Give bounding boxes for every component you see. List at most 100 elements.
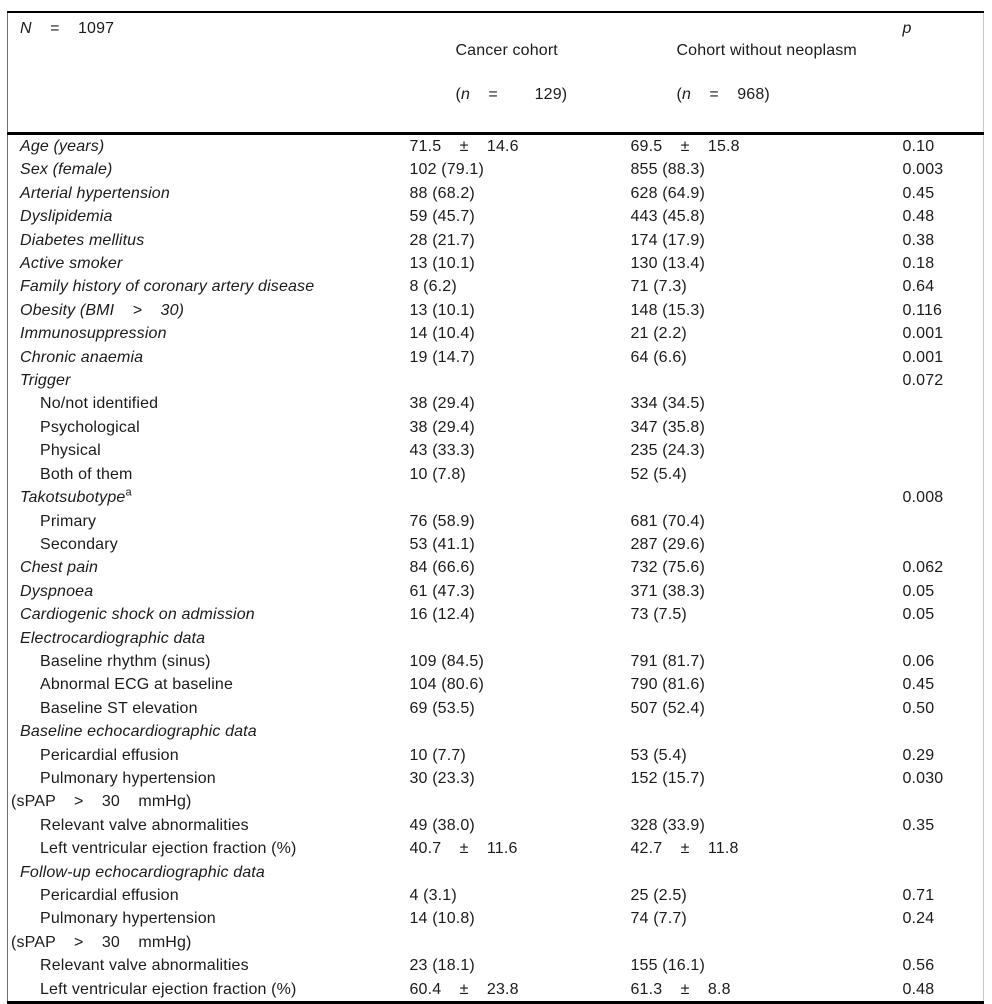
p-value: 0.35	[902, 816, 935, 834]
row-label: Family history of coronary artery diseas…	[20, 278, 315, 296]
cancer-cohort-value: 109 (84.5)	[409, 652, 484, 670]
p-value	[903, 837, 984, 860]
no-neoplasm-cohort-header: Cohort without neoplasm (n = 968)	[630, 12, 903, 135]
table-row: Physical 43 (33.3) 235 (24.3)	[8, 439, 984, 462]
table-row: Left ventricular ejection fraction (%) 40…	[8, 837, 984, 860]
table-row: No/not identified 38 (29.4) 334 (34.5)	[8, 392, 984, 415]
no-neoplasm-value: 69.5 ± 15.8	[630, 138, 740, 155]
no-neoplasm-value: 790 (81.6)	[630, 676, 705, 694]
p-value: 0.05	[902, 606, 935, 624]
no-neoplasm-value: 155 (16.1)	[630, 957, 705, 975]
no-neoplasm-value	[631, 931, 903, 954]
no-neoplasm-title: Cohort without neoplasm	[676, 42, 857, 59]
row-label: Baseline rhythm (sinus)	[40, 652, 211, 670]
cancer-cohort-value: 13 (10.1)	[409, 301, 475, 319]
row-label: Trigger	[20, 372, 71, 390]
p-value: 0.45	[902, 184, 935, 202]
p-value: 0.003	[902, 161, 944, 179]
no-neoplasm-value: 347 (35.8)	[630, 418, 705, 436]
row-label: Left ventricular ejection fraction (%)	[40, 980, 297, 998]
cancer-cohort-value: 71.5 ± 14.6	[409, 138, 519, 155]
p-value: 0.062	[902, 559, 944, 577]
no-neoplasm-value: 64 (6.6)	[630, 348, 687, 366]
p-value: 0.008	[902, 489, 944, 507]
p-value: 0.48	[902, 980, 935, 998]
row-label: Left ventricular ejection fraction (%)	[40, 840, 297, 858]
cancer-cohort-value: 76 (58.9)	[409, 512, 475, 530]
table-row: (sPAP > 30 mmHg)	[8, 790, 984, 813]
table-row: Chest pain 84 (66.6) 732 (75.6) 0.062	[8, 556, 984, 579]
no-neoplasm-value: 443 (45.8)	[630, 208, 705, 226]
n-total-value: = 1097	[31, 20, 115, 37]
table-row: (sPAP > 30 mmHg)	[8, 931, 984, 954]
p-value-header: p	[902, 12, 984, 135]
no-neoplasm-value	[631, 720, 903, 743]
table-row: Immunosuppression 14 (10.4) 21 (2.2) 0.001	[8, 322, 984, 345]
cancer-cohort-value: 102 (79.1)	[409, 161, 484, 179]
table-row: Abnormal ECG at baseline 104 (80.6) 790 (8…	[8, 673, 984, 696]
table-row: Family history of coronary artery diseas…	[8, 275, 984, 298]
no-neoplasm-value: 732 (75.6)	[630, 559, 705, 577]
no-neoplasm-value: 328 (33.9)	[630, 816, 705, 834]
cancer-cohort-value: 4 (3.1)	[409, 887, 457, 904]
cancer-cohort-value: 59 (45.7)	[409, 208, 475, 226]
table-row: Sex (female) 102 (79.1) 855 (88.3) 0.003	[8, 158, 984, 181]
cancer-cohort-value	[410, 486, 631, 509]
table-row: Obesity (BMI > 30) 13 (10.1) 148 (15.3) 0.1…	[8, 299, 984, 322]
no-neoplasm-value: 334 (34.5)	[630, 395, 705, 413]
table-row: Diabetes mellitus 28 (21.7) 174 (17.9) 0.38	[8, 229, 984, 252]
table-row: Secondary 53 (41.1) 287 (29.6)	[8, 533, 984, 556]
row-label: Physical	[40, 442, 101, 460]
cancer-cohort-value: 8 (6.2)	[409, 278, 457, 296]
cancer-cohort-value: 38 (29.4)	[409, 395, 475, 413]
p-value: 0.45	[902, 676, 935, 694]
table-row: Pericardial effusion 10 (7.7) 53 (5.4) 0.29	[8, 744, 984, 767]
no-neoplasm-value: 287 (29.6)	[630, 535, 705, 553]
no-neoplasm-value: 130 (13.4)	[630, 255, 705, 273]
no-neoplasm-value: 148 (15.3)	[630, 301, 705, 319]
table-row: Both of them 10 (7.8) 52 (5.4)	[8, 463, 984, 486]
row-label: Chest pain	[20, 559, 98, 577]
row-label: Pulmonary hypertension	[40, 769, 216, 787]
no-neoplasm-value: 73 (7.5)	[630, 606, 687, 624]
table-row: Electrocardiographic data	[8, 627, 984, 650]
n-variable: N	[20, 20, 32, 37]
no-neoplasm-value: 371 (38.3)	[630, 582, 705, 600]
no-neoplasm-value: 507 (52.4)	[630, 699, 705, 717]
table-row: Chronic anaemia 19 (14.7) 64 (6.6) 0.001	[8, 346, 984, 369]
p-value: 0.29	[902, 746, 935, 764]
cancer-cohort-value: 30 (23.3)	[409, 769, 475, 787]
row-label: Relevant valve abnormalities	[40, 816, 249, 834]
row-label: Active smoker	[20, 255, 123, 273]
no-neoplasm-value	[631, 790, 903, 813]
table-row: Psychological 38 (29.4) 347 (35.8)	[8, 416, 984, 439]
no-neoplasm-value: 791 (81.7)	[630, 652, 705, 670]
no-neoplasm-value: 174 (17.9)	[630, 231, 705, 249]
cancer-cohort-value	[410, 627, 631, 650]
p-value: 0.10	[902, 138, 935, 155]
p-value: 0.71	[902, 887, 935, 904]
table-row: Baseline echocardiographic data	[8, 720, 984, 743]
row-label: Electrocardiographic data	[20, 629, 206, 647]
cancer-cohort-value: 84 (66.6)	[409, 559, 475, 577]
p-value	[903, 533, 984, 556]
p-value: 0.56	[902, 957, 935, 975]
cancer-cohort-n: (n = 129)	[455, 86, 568, 103]
row-label: Relevant valve abnormalities	[40, 957, 249, 975]
cancer-cohort-value: 60.4 ± 23.8	[409, 980, 519, 998]
header-row: N = 1097 Cancer cohort (n = 129) Cohort …	[7, 12, 984, 135]
row-label: Age (years)	[20, 138, 105, 155]
table-row: Active smoker 13 (10.1) 130 (13.4) 0.18	[8, 252, 984, 275]
table-row: Pericardial effusion 4 (3.1) 25 (2.5) 0.71	[8, 884, 984, 907]
cancer-cohort-value: 43 (33.3)	[409, 442, 475, 460]
n-total-header: N = 1097	[7, 12, 410, 135]
row-label: Follow-up echocardiographic data	[20, 863, 265, 881]
row-label: Cardiogenic shock on admission	[20, 606, 255, 624]
row-label: Obesity (BMI > 30)	[20, 301, 185, 319]
cancer-cohort-value	[410, 931, 631, 954]
table-row: Arterial hypertension 88 (68.2) 628 (64.9)…	[8, 182, 984, 205]
table-row: Dyslipidemia 59 (45.7) 443 (45.8) 0.48	[8, 205, 984, 228]
row-label: Immunosuppression	[20, 325, 167, 343]
no-neoplasm-value: 52 (5.4)	[630, 465, 687, 483]
